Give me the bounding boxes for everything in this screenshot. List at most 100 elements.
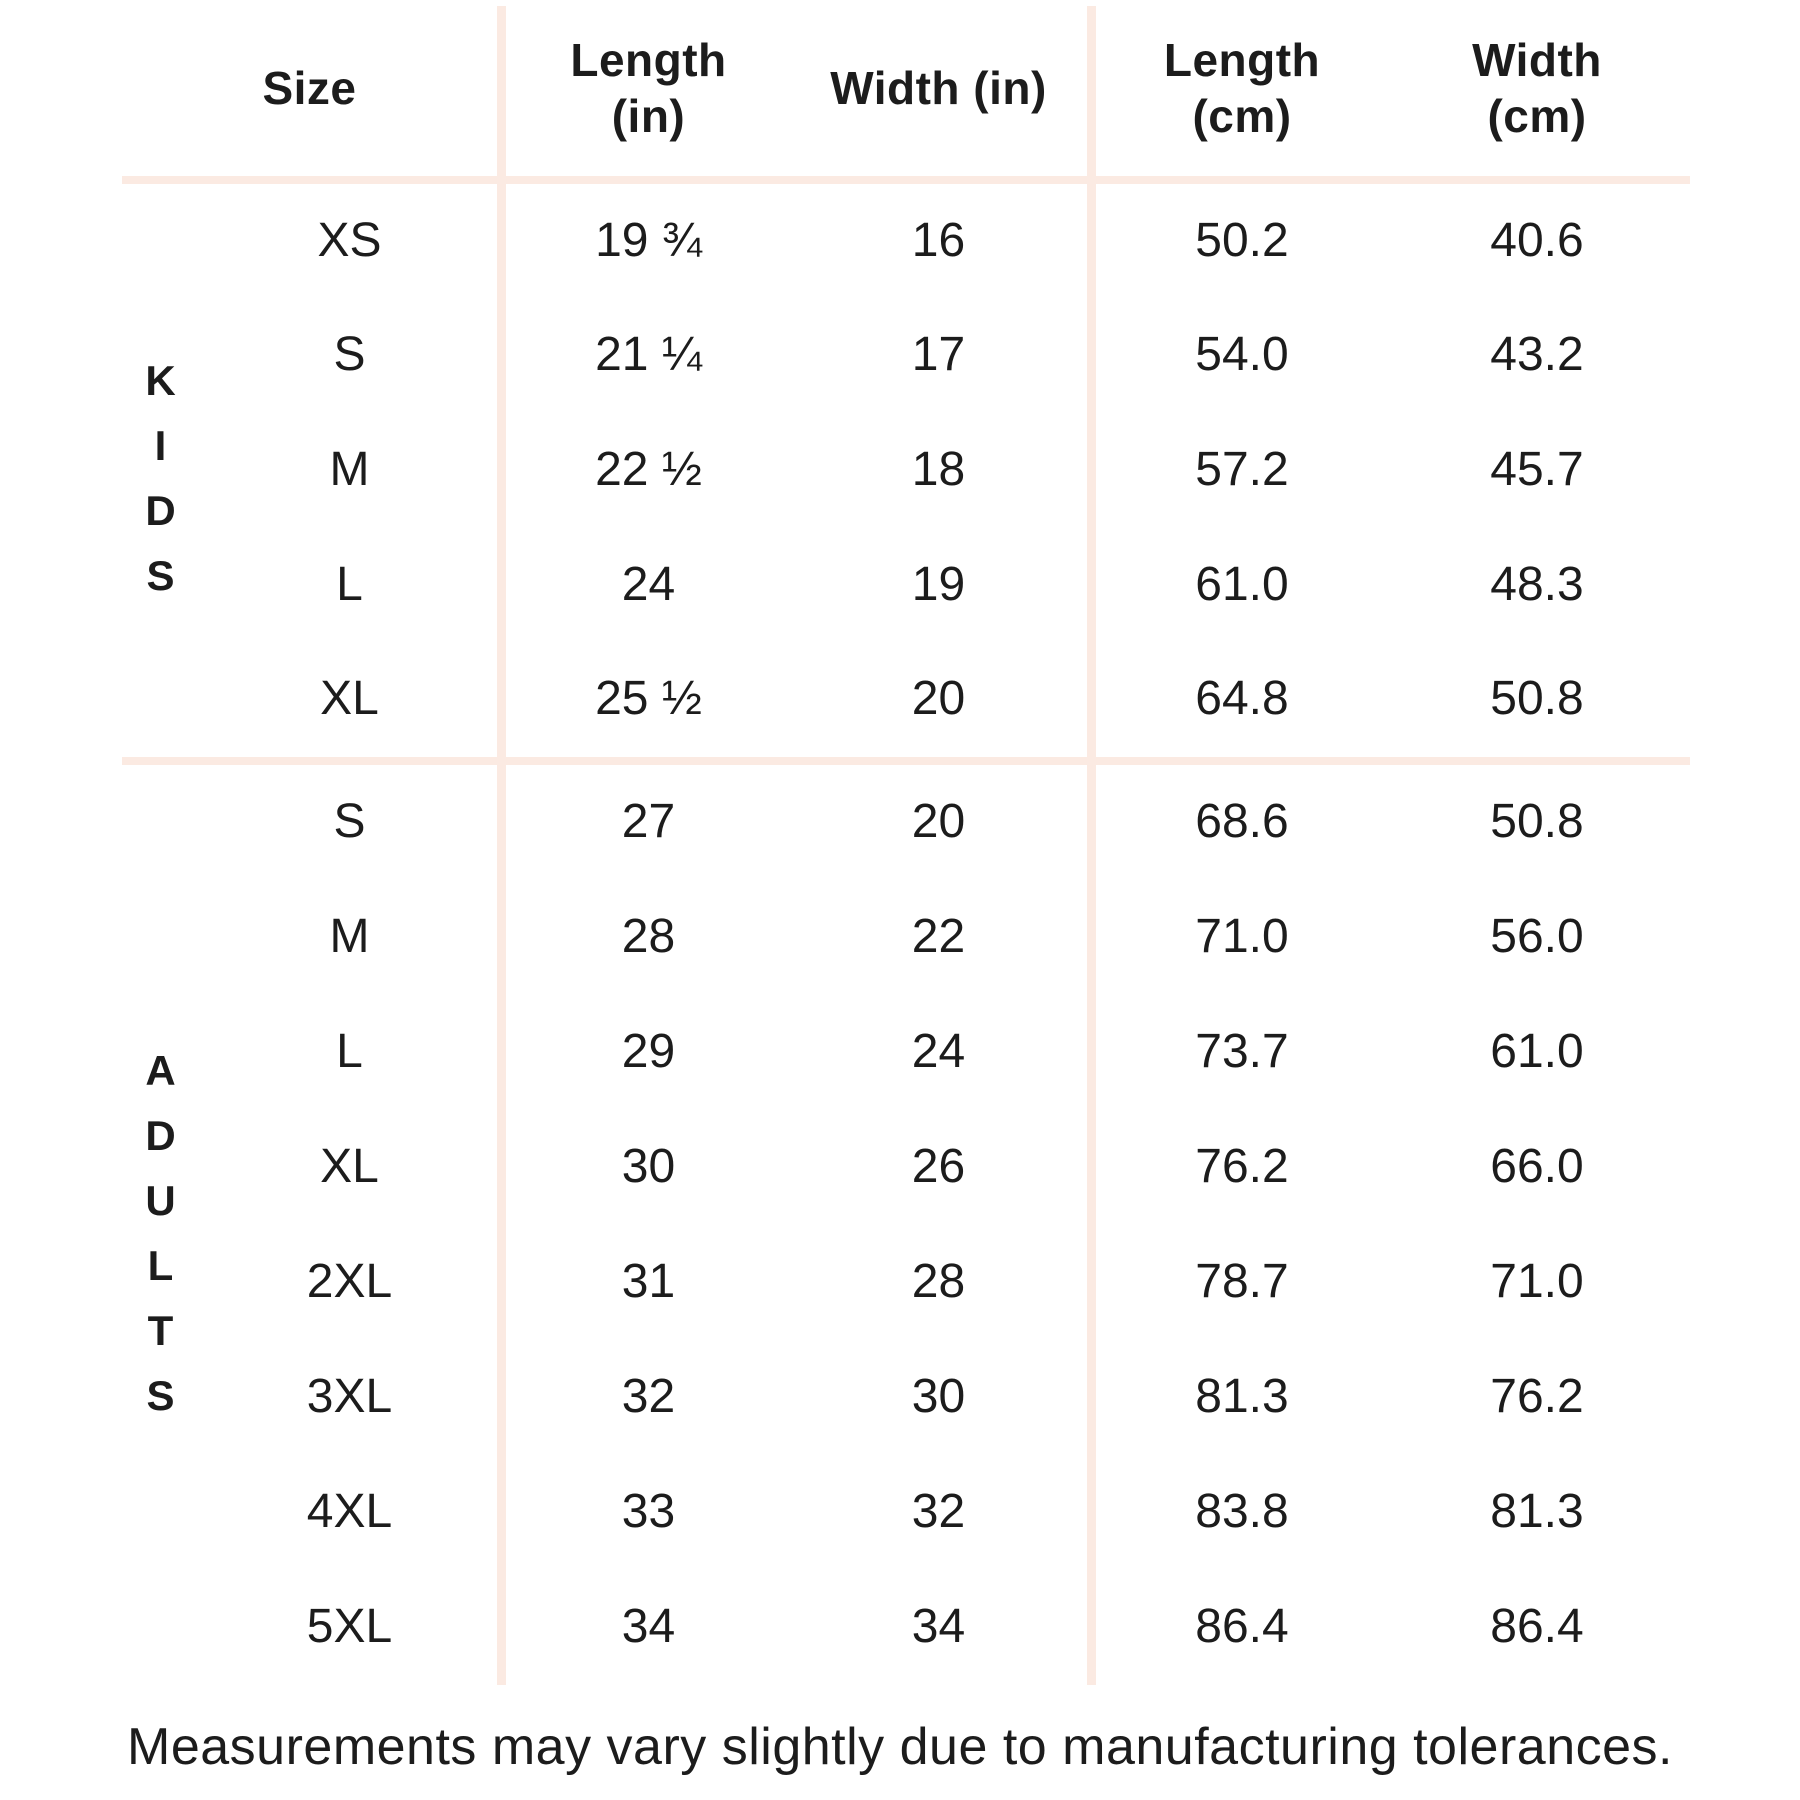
- cell-width-cm: 43.2: [1490, 328, 1584, 382]
- cell-length-in: 30: [621, 1140, 676, 1194]
- cell-width-in: 34: [911, 1600, 966, 1654]
- cell-width-in: 18: [911, 443, 966, 497]
- cell-length-cm: 57.2: [1195, 443, 1289, 497]
- table-row-kids-xl: XL 25 ½ 20 64.8 50.8: [202, 642, 1687, 757]
- column-divider-left: [497, 6, 506, 1685]
- cell-size: S: [333, 795, 366, 849]
- cell-length-in: 19 ¾: [595, 213, 702, 267]
- header-length-in: Length (in): [507, 32, 790, 144]
- kids-section-label: KIDS: [137, 357, 184, 617]
- cell-size: 3XL: [306, 1370, 393, 1424]
- table-row-adults-2xl: 2XL 31 28 78.7 71.0: [202, 1225, 1687, 1340]
- table-row-kids-xs: XS 19 ¾ 16 50.2 40.6: [202, 184, 1687, 299]
- cell-width-in: 19: [911, 557, 966, 611]
- cell-length-in: 25 ½: [595, 672, 702, 726]
- cell-length-cm: 78.7: [1195, 1255, 1289, 1309]
- cell-length-cm: 68.6: [1195, 795, 1289, 849]
- cell-width-in: 26: [911, 1140, 966, 1194]
- cell-width-cm: 81.3: [1490, 1485, 1584, 1539]
- cell-length-in: 32: [621, 1370, 676, 1424]
- cell-size: XS: [317, 213, 382, 267]
- cell-length-cm: 50.2: [1195, 213, 1289, 267]
- cell-width-cm: 50.8: [1490, 795, 1584, 849]
- header-divider-line: [122, 176, 1690, 184]
- header-width-in: Width (in): [790, 60, 1087, 116]
- cell-length-in: 22 ½: [595, 443, 702, 497]
- cell-size: M: [329, 910, 370, 964]
- cell-width-cm: 56.0: [1490, 910, 1584, 964]
- table-row-adults-5xl: 5XL 34 34 86.4 86.4: [202, 1570, 1687, 1685]
- cell-size: XL: [320, 672, 379, 726]
- header-length-cm-unit: (cm): [1192, 90, 1292, 142]
- cell-width-in: 30: [911, 1370, 966, 1424]
- kids-rows: XS 19 ¾ 16 50.2 40.6 S 21 ¼ 17 54.0 43.2…: [202, 184, 1687, 757]
- header-size: Size: [122, 60, 497, 116]
- cell-width-cm: 48.3: [1490, 557, 1584, 611]
- header-width-cm: Width (cm): [1387, 32, 1687, 144]
- cell-width-cm: 40.6: [1490, 213, 1584, 267]
- table-header-row: Size Length (in) Width (in) Length (cm) …: [122, 0, 1687, 176]
- cell-width-in: 16: [911, 213, 966, 267]
- table-row-kids-s: S 21 ¼ 17 54.0 43.2: [202, 299, 1687, 414]
- header-length-in-label: Length: [570, 34, 727, 86]
- cell-width-cm: 50.8: [1490, 672, 1584, 726]
- cell-size: L: [336, 557, 363, 611]
- cell-size: 4XL: [306, 1485, 393, 1539]
- header-size-label: Size: [262, 62, 357, 114]
- table-row-kids-l: L 24 19 61.0 48.3: [202, 528, 1687, 643]
- cell-width-cm: 76.2: [1490, 1370, 1584, 1424]
- table-row-adults-4xl: 4XL 33 32 83.8 81.3: [202, 1455, 1687, 1570]
- section-divider-line: [122, 757, 1690, 765]
- cell-size: XL: [320, 1140, 379, 1194]
- measurement-disclaimer: Measurements may vary slightly due to ma…: [127, 1718, 1673, 1776]
- header-length-in-unit: (in): [611, 90, 686, 142]
- cell-width-in: 17: [911, 328, 966, 382]
- cell-length-cm: 76.2: [1195, 1140, 1289, 1194]
- header-length-cm: Length (cm): [1097, 32, 1387, 144]
- column-divider-right: [1087, 6, 1096, 1685]
- cell-length-in: 31: [621, 1255, 676, 1309]
- cell-length-in: 27: [621, 795, 676, 849]
- cell-length-in: 34: [621, 1600, 676, 1654]
- cell-length-in: 33: [621, 1485, 676, 1539]
- cell-length-in: 29: [621, 1025, 676, 1079]
- cell-width-in: 20: [911, 672, 966, 726]
- cell-size: M: [329, 443, 370, 497]
- cell-size: 2XL: [306, 1255, 393, 1309]
- cell-length-cm: 71.0: [1195, 910, 1289, 964]
- cell-length-cm: 54.0: [1195, 328, 1289, 382]
- table-row-kids-m: M 22 ½ 18 57.2 45.7: [202, 413, 1687, 528]
- header-width-cm-unit: (cm): [1487, 90, 1587, 142]
- cell-width-cm: 61.0: [1490, 1025, 1584, 1079]
- header-width-in-label: Width (in): [830, 62, 1047, 114]
- header-length-cm-label: Length: [1163, 34, 1321, 86]
- adults-rows: S 27 20 68.6 50.8 M 28 22 71.0 56.0 L 29…: [202, 765, 1687, 1685]
- cell-length-cm: 61.0: [1195, 557, 1289, 611]
- cell-width-in: 22: [911, 910, 966, 964]
- table-row-adults-xl: XL 30 26 76.2 66.0: [202, 1110, 1687, 1225]
- cell-width-cm: 86.4: [1490, 1600, 1584, 1654]
- cell-width-in: 32: [911, 1485, 966, 1539]
- cell-width-cm: 66.0: [1490, 1140, 1584, 1194]
- table-row-adults-l: L 29 24 73.7 61.0: [202, 995, 1687, 1110]
- table-row-adults-m: M 28 22 71.0 56.0: [202, 880, 1687, 995]
- cell-length-cm: 64.8: [1195, 672, 1289, 726]
- cell-length-cm: 73.7: [1195, 1025, 1289, 1079]
- cell-length-cm: 83.8: [1195, 1485, 1289, 1539]
- table-row-adults-s: S 27 20 68.6 50.8: [202, 765, 1687, 880]
- cell-size: 5XL: [306, 1600, 393, 1654]
- cell-length-in: 21 ¼: [595, 328, 702, 382]
- table-row-adults-3xl: 3XL 32 30 81.3 76.2: [202, 1340, 1687, 1455]
- cell-size: S: [333, 328, 366, 382]
- cell-size: L: [336, 1025, 363, 1079]
- cell-width-cm: 71.0: [1490, 1255, 1584, 1309]
- cell-width-in: 28: [911, 1255, 966, 1309]
- cell-width-in: 20: [911, 795, 966, 849]
- cell-length-in: 28: [621, 910, 676, 964]
- cell-width-cm: 45.7: [1490, 443, 1584, 497]
- header-width-cm-label: Width: [1472, 34, 1602, 86]
- cell-width-in: 24: [911, 1025, 966, 1079]
- cell-length-in: 24: [621, 557, 676, 611]
- adults-section-label: ADULTS: [137, 1047, 184, 1437]
